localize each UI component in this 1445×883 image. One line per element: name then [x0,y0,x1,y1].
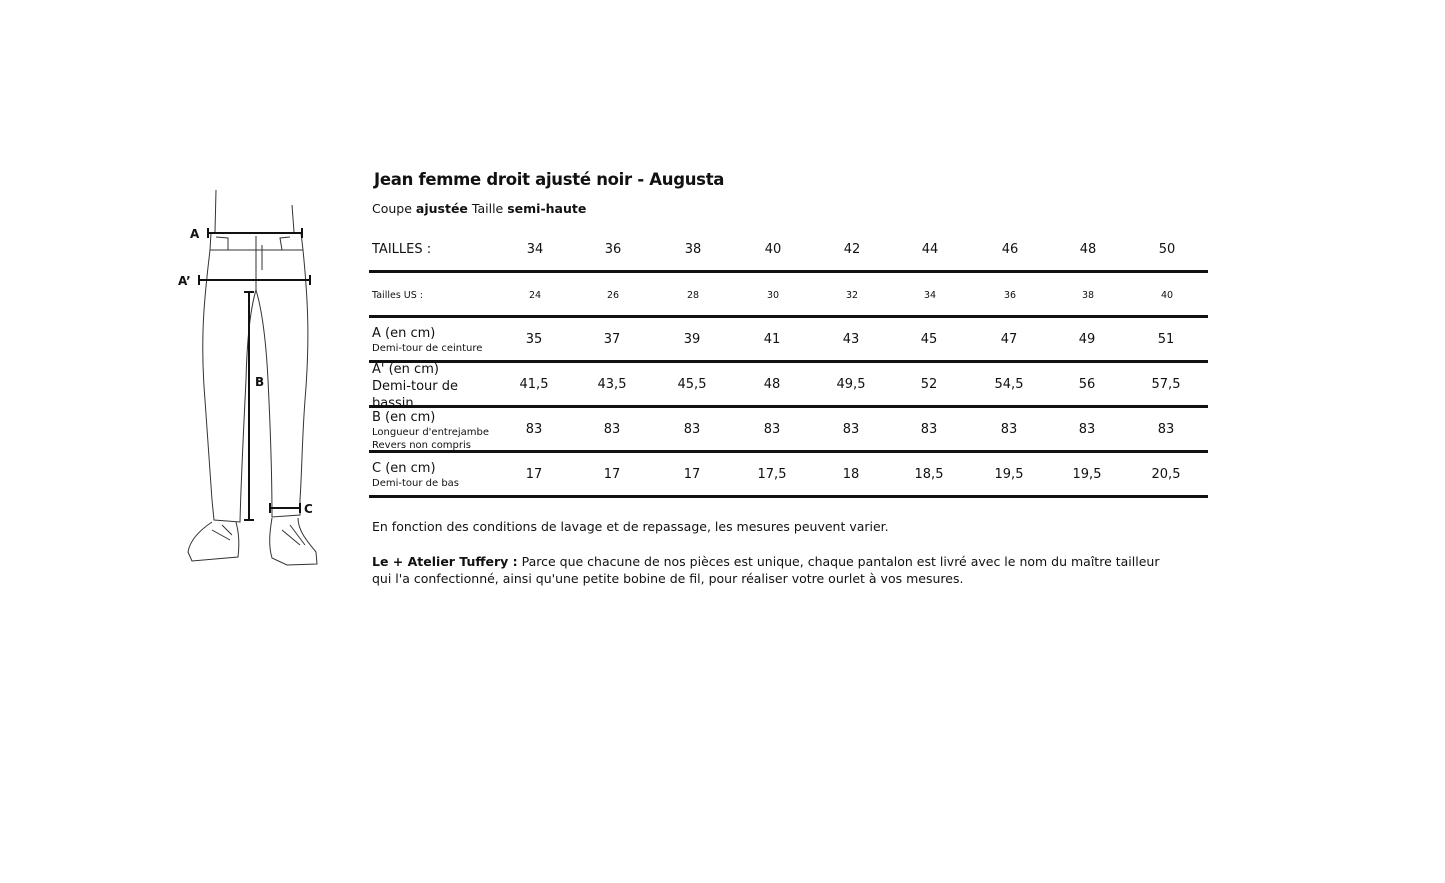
size-header-cell: 42 [843,242,861,257]
measurement-cell: 41 [763,332,781,347]
measurement-cell: 54,5 [994,377,1024,392]
coupe-label: Coupe [372,201,412,216]
row-label-main: A' (en cm) [372,362,439,377]
measurement-lines [198,228,311,521]
label-a-prime: A’ [178,274,191,288]
row-label-sub: Demi-tour de [372,379,458,394]
label-c: C [304,502,313,516]
measurement-cell: 18,5 [914,467,944,482]
us-size-cell: 36 [1003,290,1017,301]
atelier-note: Le + Atelier Tuffery : Parce que chacune… [372,553,1172,587]
measurement-cell: 35 [525,332,543,347]
washing-note: En fonction des conditions de lavage et … [372,519,889,534]
us-size-cell: 32 [845,290,859,301]
table-divider [369,360,1208,363]
us-size-cell: 40 [1160,290,1174,301]
table-divider [369,450,1208,453]
label-a: A [190,227,200,241]
row-label: B (en cm) Longueur d'entrejambe Revers non… [372,410,489,452]
table-divider [369,270,1208,273]
table-divider [369,405,1208,408]
page-title: Jean femme droit ajusté noir - Augusta [374,170,725,189]
taille-value: semi-haute [507,201,587,216]
table-divider [369,495,1208,498]
taille-label: Taille [471,201,504,216]
measurement-cell: 19,5 [994,467,1024,482]
measurement-cell: 83 [763,422,781,437]
size-header-cell: 44 [921,242,939,257]
measurement-cell: 47 [1000,332,1018,347]
size-header-cell: 38 [684,242,702,257]
row-label-sub: Demi-tour de ceinture [372,343,483,354]
measurement-cell: 57,5 [1151,377,1181,392]
row-label-main: B (en cm) [372,410,436,425]
measurement-cell: 83 [920,422,938,437]
measurement-cell: 83 [1078,422,1096,437]
measurement-cell: 49,5 [836,377,866,392]
header-label: TAILLES : [372,242,432,257]
us-size-cell: 30 [766,290,780,301]
us-size-cell: 26 [606,290,620,301]
measurement-cell: 83 [842,422,860,437]
table-divider [369,315,1208,318]
us-label: Tailles US : [372,290,423,301]
measurement-cell: 51 [1157,332,1175,347]
size-header-cell: 46 [1001,242,1019,257]
size-header-cell: 48 [1079,242,1097,257]
us-size-cell: 24 [528,290,542,301]
measurement-cell: 43 [842,332,860,347]
measurement-cell: 17 [683,467,701,482]
label-b: B [255,375,264,389]
measurement-cell: 83 [1000,422,1018,437]
atelier-text: Parce que chacune de nos pièces est uniq… [372,554,1160,586]
measurement-cell: 19,5 [1072,467,1102,482]
row-label-main: A (en cm) [372,326,436,341]
size-header-cell: 36 [604,242,622,257]
measurement-cell: 49 [1078,332,1096,347]
measurement-cell: 83 [683,422,701,437]
size-header-cell: 34 [526,242,544,257]
measurement-cell: 56 [1078,377,1096,392]
row-label-sub: Demi-tour de bas [372,478,460,489]
row-label-sub: Longueur d'entrejambe [372,427,490,438]
row-label: A (en cm) Demi-tour de ceinture [372,326,482,355]
measurement-cell: 17,5 [757,467,787,482]
row-label-sub: Revers non compris [372,440,471,451]
measurement-cell: 83 [525,422,543,437]
row-label-main: C (en cm) [372,461,436,476]
measurement-cell: 18 [842,467,860,482]
row-label-sub: bassin [372,396,414,411]
measurement-cell: 52 [920,377,938,392]
atelier-label: Le + Atelier Tuffery : [372,554,518,569]
row-label: A' (en cm) Demi-tour de bassin [372,362,458,412]
measurement-cell: 17 [525,467,543,482]
size-header-cell: 50 [1158,242,1176,257]
jeans-measurement-diagram: A A’ B C [178,189,318,566]
measurement-cell: 39 [683,332,701,347]
measurement-cell: 20,5 [1151,467,1181,482]
row-label: C (en cm) Demi-tour de bas [372,461,459,490]
measurement-cell: 43,5 [597,377,627,392]
measurement-cell: 41,5 [519,377,549,392]
measurement-cell: 17 [603,467,621,482]
us-size-cell: 38 [1081,290,1095,301]
measurement-cell: 45 [920,332,938,347]
fit-description: Coupe ajustée Taille semi-haute [372,201,586,216]
size-header-cell: 40 [764,242,782,257]
measurement-cell: 83 [603,422,621,437]
coupe-value: ajustée [415,201,468,216]
measurement-cell: 37 [603,332,621,347]
measurement-cell: 48 [763,377,781,392]
us-size-cell: 34 [923,290,937,301]
us-size-cell: 28 [686,290,700,301]
measurement-cell: 45,5 [677,377,707,392]
measurement-cell: 83 [1157,422,1175,437]
